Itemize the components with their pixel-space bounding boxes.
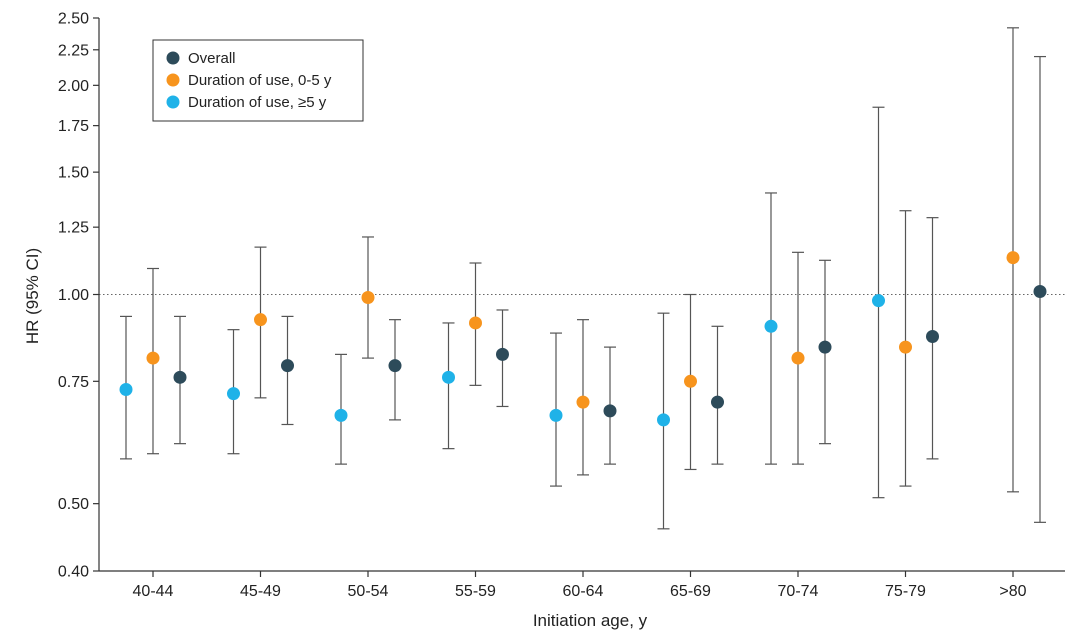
chart-marks	[119, 27, 1047, 530]
x-tick-label: 50-54	[348, 583, 389, 600]
point-overall	[926, 330, 939, 344]
point-short	[791, 351, 805, 365]
point-overall	[388, 359, 402, 373]
point-short	[684, 374, 697, 388]
point-overall	[603, 404, 617, 418]
chart-legend: Overall Duration of use, 0-5 y Duration of…	[152, 39, 364, 122]
point-overall	[281, 359, 294, 373]
chart-axes: 0.40 0.50 0.75 1.00 1.25 1.50 1.75 2.00 2.25 2.50…	[58, 11, 1065, 600]
y-tick-label: 2.25	[58, 42, 89, 59]
y-tick-label: 1.50	[58, 165, 89, 182]
point-short	[469, 316, 482, 330]
x-tick-label: >80	[999, 583, 1026, 600]
y-tick-label: 1.25	[58, 220, 89, 237]
point-overall	[1033, 284, 1047, 298]
point-long	[872, 294, 885, 308]
point-long	[549, 408, 563, 422]
y-axis-title: HR (95% CI)	[23, 248, 42, 344]
x-tick-label: 65-69	[670, 583, 711, 600]
point-long	[119, 382, 133, 396]
point-short	[1006, 251, 1020, 265]
x-tick-label: 40-44	[133, 583, 174, 600]
x-axis-title: Initiation age, y	[533, 611, 648, 630]
point-long	[442, 370, 455, 384]
point-overall	[173, 370, 187, 384]
point-short	[899, 340, 912, 354]
legend-marker-overall	[166, 51, 180, 65]
point-overall	[496, 347, 509, 361]
legend-label-long: Duration of use, ≥5 y	[188, 94, 327, 111]
y-tick-label: 1.00	[58, 287, 89, 304]
point-long	[334, 408, 348, 422]
x-tick-label: 55-59	[455, 583, 496, 600]
legend-box	[152, 39, 364, 122]
point-overall	[711, 395, 724, 409]
point-short	[254, 313, 267, 327]
y-tick-label: 0.40	[58, 564, 89, 581]
point-long	[657, 413, 670, 427]
legend-label-short: Duration of use, 0-5 y	[188, 72, 332, 89]
y-tick-label: 0.75	[58, 374, 89, 391]
y-tick-label: 2.00	[58, 78, 89, 95]
point-long	[227, 387, 240, 401]
x-tick-label: 70-74	[778, 583, 819, 600]
y-tick-label: 1.75	[58, 118, 89, 135]
point-short	[576, 395, 590, 409]
point-long	[764, 319, 778, 333]
y-tick-label: 0.50	[58, 496, 89, 513]
x-tick-label: 75-79	[885, 583, 926, 600]
y-tick-label: 2.50	[58, 11, 89, 28]
point-overall	[818, 340, 832, 354]
x-tick-label: 60-64	[563, 583, 604, 600]
x-tick-label: 45-49	[240, 583, 281, 600]
legend-label-overall: Overall	[188, 50, 236, 67]
legend-marker-long	[166, 95, 180, 109]
point-short	[146, 351, 160, 365]
point-short	[361, 291, 375, 305]
legend-marker-short	[166, 73, 180, 87]
